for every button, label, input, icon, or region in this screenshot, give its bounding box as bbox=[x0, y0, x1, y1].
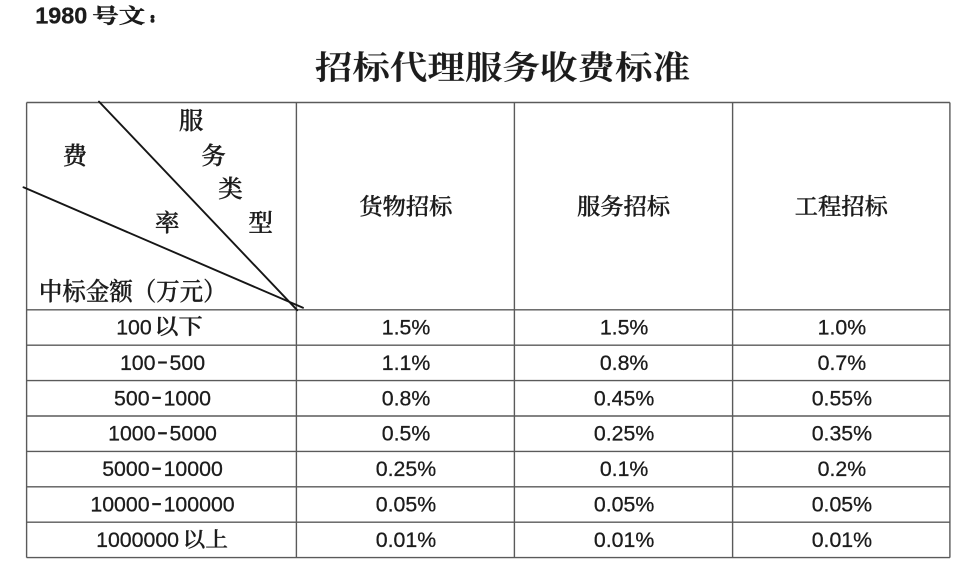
svg-text:1.0%: 1.0% bbox=[818, 316, 867, 340]
svg-text:0.2%: 0.2% bbox=[818, 457, 867, 481]
svg-text:0.05%: 0.05% bbox=[376, 493, 436, 517]
svg-text:1000: 1000 bbox=[164, 386, 212, 410]
svg-text:0.1%: 0.1% bbox=[600, 457, 649, 481]
svg-text:0.5%: 0.5% bbox=[382, 422, 431, 446]
svg-text:1000000: 1000000 bbox=[96, 528, 179, 552]
svg-text:100: 100 bbox=[120, 351, 156, 375]
svg-text:0.01%: 0.01% bbox=[376, 528, 436, 552]
svg-text:0.7%: 0.7% bbox=[818, 351, 867, 375]
svg-text:0.01%: 0.01% bbox=[812, 528, 872, 552]
svg-text:0.35%: 0.35% bbox=[812, 422, 872, 446]
svg-text:0.25%: 0.25% bbox=[594, 422, 654, 446]
svg-text:10000: 10000 bbox=[164, 457, 223, 481]
svg-text:1.5%: 1.5% bbox=[600, 316, 649, 340]
svg-text:1980: 1980 bbox=[35, 3, 87, 29]
svg-text:0.8%: 0.8% bbox=[382, 386, 431, 410]
svg-text:0.01%: 0.01% bbox=[594, 528, 654, 552]
svg-text:0.45%: 0.45% bbox=[594, 386, 654, 410]
svg-text:0.8%: 0.8% bbox=[600, 351, 649, 375]
svg-text:1.1%: 1.1% bbox=[382, 351, 431, 375]
svg-text:0.25%: 0.25% bbox=[376, 457, 436, 481]
svg-text:5000: 5000 bbox=[102, 457, 150, 481]
svg-text:1000: 1000 bbox=[108, 422, 156, 446]
svg-text:500: 500 bbox=[114, 386, 150, 410]
svg-text:0.05%: 0.05% bbox=[812, 493, 872, 517]
svg-text:10000: 10000 bbox=[90, 493, 149, 517]
svg-text:500: 500 bbox=[170, 351, 206, 375]
svg-text:5000: 5000 bbox=[170, 422, 218, 446]
svg-text:0.55%: 0.55% bbox=[812, 386, 872, 410]
svg-text:1.5%: 1.5% bbox=[382, 316, 431, 340]
svg-text:100: 100 bbox=[116, 316, 152, 340]
svg-text:100000: 100000 bbox=[164, 493, 235, 517]
svg-text:0.05%: 0.05% bbox=[594, 493, 654, 517]
